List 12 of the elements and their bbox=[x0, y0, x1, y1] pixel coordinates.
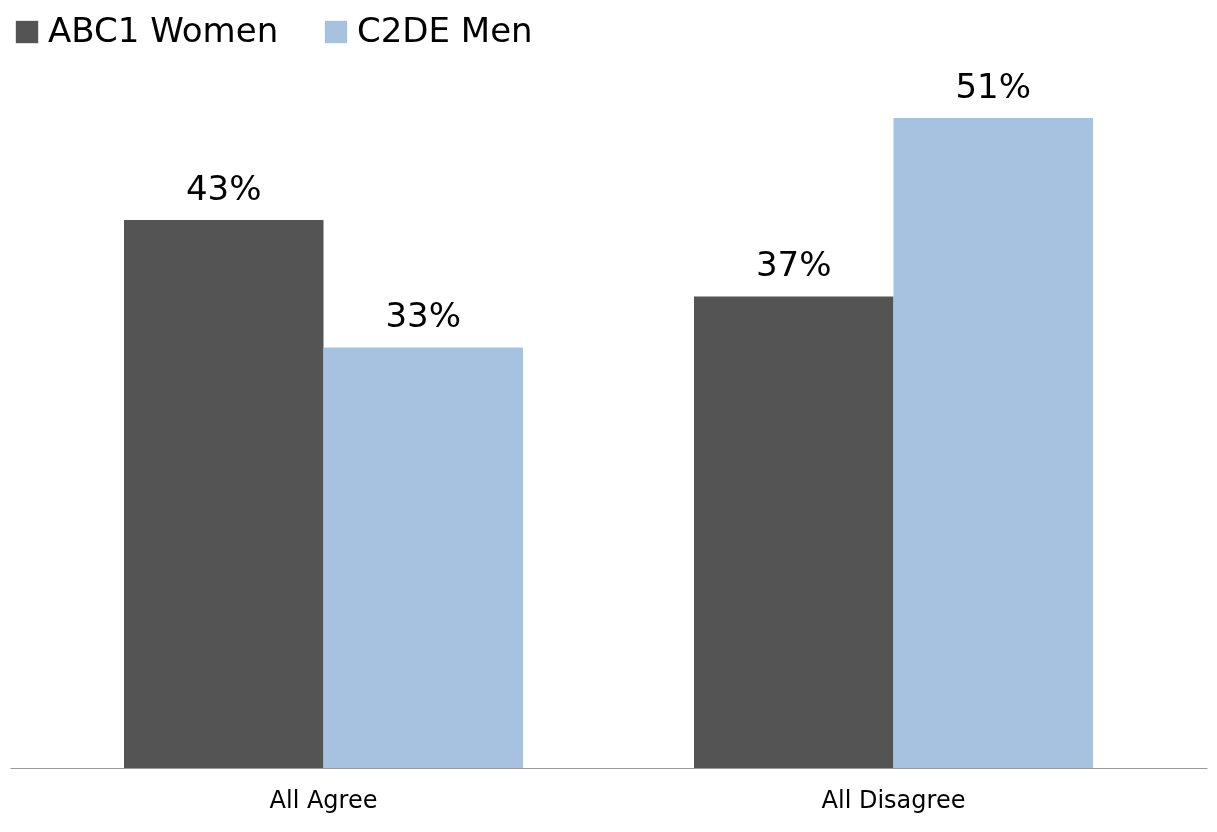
data-label: 51% bbox=[955, 65, 1032, 106]
bar bbox=[694, 296, 894, 768]
legend-label: C2DE Men bbox=[357, 10, 533, 50]
x-tick-label: All Agree bbox=[269, 785, 378, 814]
data-label: 43% bbox=[185, 167, 262, 208]
bar bbox=[323, 347, 523, 768]
x-tick-label: All Disagree bbox=[821, 785, 966, 814]
bar bbox=[124, 219, 324, 768]
data-label: 33% bbox=[385, 295, 462, 336]
data-label: 37% bbox=[755, 244, 832, 285]
legend-label: ABC1 Women bbox=[48, 10, 279, 50]
bar bbox=[893, 117, 1093, 768]
